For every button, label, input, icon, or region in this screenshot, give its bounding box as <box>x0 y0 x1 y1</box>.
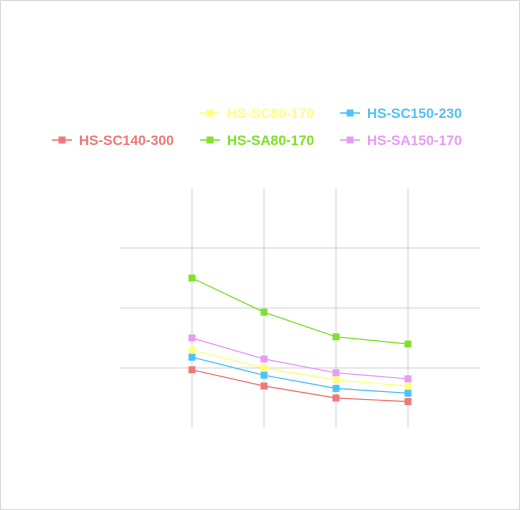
data-point[interactable] <box>404 382 412 390</box>
legend-item[interactable]: HS-SC140-300 <box>52 132 174 148</box>
series-layer <box>188 274 412 406</box>
data-point[interactable] <box>332 394 340 402</box>
data-point[interactable] <box>188 366 196 374</box>
legend-marker-swatch <box>58 136 66 144</box>
data-point[interactable] <box>332 333 340 341</box>
data-point[interactable] <box>404 375 412 383</box>
data-point[interactable] <box>260 364 268 372</box>
legend-label: HS-SC140-300 <box>79 132 174 148</box>
data-point[interactable] <box>188 346 196 354</box>
legend-label: HS-SC150-230 <box>367 105 462 121</box>
legend: HS-SC80-170 HS-SC150-230 HS-SC140-300 HS-SA… <box>52 105 462 148</box>
legend-marker-swatch <box>206 109 214 117</box>
legend-item[interactable]: HS-SA150-170 <box>340 132 462 148</box>
data-point[interactable] <box>260 371 268 379</box>
series-line <box>191 369 409 403</box>
data-point[interactable] <box>404 340 412 348</box>
data-point[interactable] <box>404 389 412 397</box>
legend-label: HS-SA150-170 <box>367 132 462 148</box>
legend-item[interactable]: HS-SC150-230 <box>340 105 462 121</box>
series-group <box>188 346 412 390</box>
data-point[interactable] <box>332 369 340 377</box>
data-point[interactable] <box>188 353 196 361</box>
data-point[interactable] <box>260 355 268 363</box>
data-point[interactable] <box>332 376 340 384</box>
series-group <box>188 353 412 397</box>
legend-item[interactable]: HS-SA80-170 <box>200 132 314 148</box>
data-point[interactable] <box>188 334 196 342</box>
data-point[interactable] <box>260 308 268 316</box>
data-point[interactable] <box>260 382 268 390</box>
data-point[interactable] <box>188 274 196 282</box>
series-line <box>191 349 409 387</box>
legend-marker-swatch <box>206 136 214 144</box>
data-point[interactable] <box>332 384 340 392</box>
series-line <box>191 337 409 380</box>
series-group <box>188 274 412 348</box>
series-group <box>188 366 412 406</box>
legend-label: HS-SC80-170 <box>227 105 314 121</box>
legend-label: HS-SA80-170 <box>227 132 314 148</box>
legend-item[interactable]: HS-SC80-170 <box>200 105 314 121</box>
series-group <box>188 334 412 383</box>
series-line <box>191 277 409 345</box>
data-point[interactable] <box>404 398 412 406</box>
legend-marker-swatch <box>346 109 354 117</box>
legend-marker-swatch <box>346 136 354 144</box>
series-line <box>191 356 409 394</box>
